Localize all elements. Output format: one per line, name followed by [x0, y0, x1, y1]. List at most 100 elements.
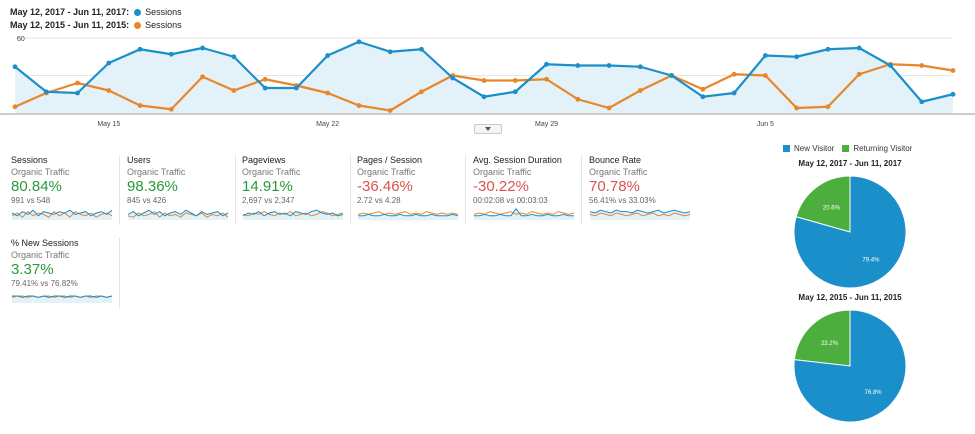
series-2017-point[interactable]	[262, 85, 268, 91]
series-2015-point[interactable]	[325, 90, 331, 96]
series-2017-point[interactable]	[106, 60, 112, 66]
metric-card[interactable]: Users Organic Traffic 98.36% 845 vs 426	[127, 155, 236, 225]
series-2017-point[interactable]	[450, 75, 456, 81]
pie-slice-new-visitor[interactable]	[793, 309, 907, 423]
series-2017-point[interactable]	[637, 64, 643, 70]
series-2015-point[interactable]	[950, 68, 956, 73]
metric-title: Pages / Session	[357, 155, 423, 165]
series-2017-point[interactable]	[700, 94, 706, 100]
sparkline-2017	[242, 209, 344, 217]
range-2017-label: May 12, 2017 - Jun 11, 2017:	[10, 7, 130, 17]
series-2017-point[interactable]	[919, 99, 925, 105]
series-2015-point[interactable]	[137, 103, 143, 108]
metric-change: 98.36%	[127, 178, 178, 195]
pie-slice-new-visitor[interactable]	[793, 175, 907, 289]
series-2015-point[interactable]	[794, 105, 800, 111]
series-2017-point[interactable]	[575, 63, 581, 68]
series-2017-point[interactable]	[325, 53, 331, 58]
series-2017-point[interactable]	[231, 54, 237, 60]
metric-card[interactable]: Avg. Session Duration Organic Traffic -30.…	[473, 155, 582, 225]
series-2015-point[interactable]	[856, 71, 862, 77]
metric-change: 80.84%	[11, 178, 62, 195]
series-2015-point[interactable]	[606, 105, 612, 111]
series-2017-point[interactable]	[669, 73, 674, 78]
metric-card[interactable]: Bounce Rate Organic Traffic 70.78% 56.41% v…	[589, 155, 697, 225]
sparkline-area	[590, 210, 690, 220]
sparkline-2017	[127, 209, 229, 217]
series-2017-point[interactable]	[75, 90, 80, 96]
series-2015-point[interactable]	[731, 71, 737, 77]
metric-segment: Organic Traffic	[589, 167, 648, 177]
series-2015-point[interactable]	[231, 88, 237, 93]
pie-legend-returning-visitor: Returning Visitor	[842, 144, 912, 153]
series-2017-point[interactable]	[950, 91, 956, 97]
metric-comparison: 991 vs 548	[11, 196, 51, 205]
series-2015-point[interactable]	[481, 78, 487, 83]
series-2017-point[interactable]	[387, 49, 393, 55]
sparkline-area	[12, 296, 112, 303]
metric-title: Pageviews	[242, 155, 286, 165]
series-2017-point[interactable]	[356, 39, 362, 45]
series-2015-point[interactable]	[168, 106, 174, 112]
series-2017-point[interactable]	[544, 61, 549, 67]
pie-slice-label: 23.2%	[821, 341, 839, 347]
series-2017-point[interactable]	[137, 46, 143, 52]
sparkline-2015	[357, 211, 459, 215]
pie-slice-returning-visitor[interactable]	[795, 175, 851, 233]
metric-comparison: 845 vs 426	[127, 196, 167, 205]
series-2017-point[interactable]	[606, 63, 612, 68]
pie-slice-label: 76.8%	[865, 390, 883, 396]
series-2017-point[interactable]	[200, 45, 206, 51]
new-visitor-swatch	[783, 145, 790, 152]
series-2017-point[interactable]	[294, 85, 299, 91]
series-2015-point[interactable]	[387, 108, 393, 113]
metric-sparkline	[473, 207, 575, 220]
series-2015-point[interactable]	[200, 74, 206, 80]
series-2015-point[interactable]	[419, 89, 424, 95]
series-2015-point[interactable]	[700, 86, 706, 92]
sparkline-2017	[11, 209, 113, 217]
series-2017-point[interactable]	[763, 53, 768, 58]
series-2017-point[interactable]	[12, 64, 18, 70]
series-2017-point[interactable]	[168, 51, 174, 57]
metric-comparison: 2.72 vs 4.28	[357, 196, 401, 205]
metric-card[interactable]: Pageviews Organic Traffic 14.91% 2,697 vs 2…	[242, 155, 351, 225]
series-2015-point[interactable]	[544, 76, 549, 82]
returning-visitor-label: Returning Visitor	[853, 144, 913, 153]
collapse-chart-button[interactable]	[474, 124, 502, 134]
metric-sparkline	[127, 209, 229, 220]
metric-card[interactable]: Sessions Organic Traffic 80.84% 991 vs 548	[11, 155, 120, 225]
metric-card[interactable]: % New Sessions Organic Traffic 3.37% 79.41%…	[11, 238, 120, 308]
series-2017-point[interactable]	[856, 45, 862, 51]
series-2017-point[interactable]	[794, 54, 800, 60]
series-2015-point[interactable]	[637, 88, 643, 93]
pie-chart-2017: 20.6% 79.4%	[793, 175, 907, 289]
series-2015-point[interactable]	[262, 76, 268, 82]
series-2017-point[interactable]	[481, 94, 487, 100]
pie-slice-label: 20.6%	[823, 205, 841, 211]
series-2015-point[interactable]	[512, 78, 518, 83]
series-2017-point[interactable]	[43, 89, 49, 95]
series-2015-point[interactable]	[919, 63, 925, 68]
sparkline-2017	[474, 207, 574, 217]
metric-card[interactable]: Pages / Session Organic Traffic -36.46% 2.7…	[357, 155, 466, 225]
series-2017-point[interactable]	[825, 46, 831, 52]
series-2017-point[interactable]	[419, 46, 424, 52]
series-2017-point[interactable]	[888, 63, 893, 68]
series-2015-point[interactable]	[825, 104, 831, 110]
series-2017-point[interactable]	[731, 90, 737, 96]
metric-title: Bounce Rate	[589, 155, 642, 165]
metric-sparkline	[11, 295, 113, 303]
series-2015-point[interactable]	[763, 73, 768, 78]
series-2015-point[interactable]	[12, 104, 18, 110]
new-visitor-label: New Visitor	[794, 144, 835, 153]
metric-change: -36.46%	[357, 178, 413, 195]
series-2015-point[interactable]	[75, 80, 80, 86]
metric-sparkline	[242, 209, 344, 220]
series-2015-point[interactable]	[575, 96, 581, 102]
legend-range-2015: May 12, 2015 - Jun 11, 2015: Sessions	[10, 20, 182, 30]
series-2015-point[interactable]	[106, 88, 112, 93]
series-2017-point[interactable]	[512, 89, 518, 95]
series-2015-point[interactable]	[356, 103, 362, 108]
pie-slice-returning-visitor[interactable]	[793, 309, 851, 367]
